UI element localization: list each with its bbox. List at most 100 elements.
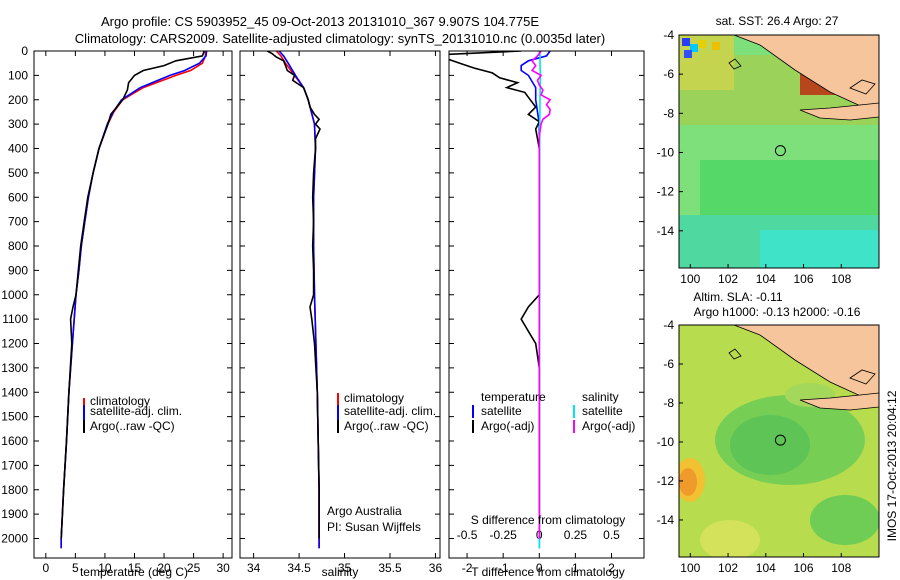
legend-climatology: climatology [344,391,404,405]
x-tick-label: 0 [536,561,543,575]
x-tick-label: 2 [608,561,615,575]
annotation-argo-australia: Argo Australia [327,504,402,518]
map-x-tick-label: 108 [831,561,851,575]
legend-s-satellite: satellite [582,404,623,418]
top-tick-label: 0.25 [564,528,588,542]
sla-map-ticks: 100 102 104 106 108 -4 -6 -8 -10 -12 -14 [657,318,852,575]
title-line-2: Climatology: CARS2009. Satellite-adjuste… [75,31,605,46]
x-tick-label: 34 [247,561,261,575]
map-x-tick-label: 100 [680,561,700,575]
legend-climatology: climatology [90,394,150,408]
map-x-tick-label: 104 [756,272,776,286]
y-tick-label: 1200 [1,337,28,351]
x-tick-label: 1 [572,561,579,575]
y-tick-label: 700 [8,215,28,229]
x-tick-label: 34.5 [287,561,311,575]
series-line [449,51,541,539]
map-x-tick-label: 108 [831,272,851,286]
x-tick-label: 30 [216,561,230,575]
top-tick-label: 0.5 [603,528,620,542]
sst-map-ticks: 100 102 104 106 108 -4 -6 -8 -10 -12 -14 [657,28,852,286]
legend-argo: Argo(..raw -QC) [344,419,429,433]
map-y-tick-label: -4 [663,28,674,42]
map-y-tick-label: -12 [657,474,675,488]
title-line-1: Argo profile: CS 5903952_45 09-Oct-2013 … [101,14,539,29]
sst-map: sat. SST: 26.4 Argo: 27 100 102 104 106 108 -… [657,14,880,286]
temperature-xlabel: temperature (deg C) [80,565,188,579]
map-y-tick-label: -8 [663,106,674,120]
y-tick-label: 600 [8,190,28,204]
legend-argo: Argo(..raw -QC) [90,419,175,433]
series-line [278,51,320,549]
map-y-tick-label: -12 [657,185,675,199]
difference-axis-ticks: -2 -1 0 1 2-0.5 -0.25 0 0.25 0.5 [449,50,644,575]
legend-salinity-title: salinity [582,390,619,404]
map-y-tick-label: -10 [657,435,675,449]
legend-s-argo: Argo(-adj) [582,419,635,433]
difference-lines [449,51,552,549]
y-tick-label: 1400 [1,385,28,399]
y-tick-label: 200 [8,93,28,107]
temperature-panel: 0 5 10 15 20 25 300100200300400500600700800900… [1,44,233,579]
x-tick-label: 35 [338,561,352,575]
map-y-tick-label: -14 [657,513,675,527]
sst-argo-marker [774,145,786,157]
x-tick-label: 0 [42,561,49,575]
y-tick-label: 400 [8,142,28,156]
x-tick-label: 25 [187,561,201,575]
x-tick-label: 5 [72,561,79,575]
series-line [60,51,205,539]
legend-satellite: satellite-adj. clim. [344,404,436,418]
series-line [530,51,552,539]
temperature-axis-ticks: 0 5 10 15 20 25 300100200300400500600700800900… [1,44,232,575]
x-tick-label: 36 [429,561,443,575]
y-tick-label: 500 [8,166,28,180]
legend-temperature-title: temperature [481,390,546,404]
salinity-panel: 34 34.5 35 35.5 36 salinity climatology sate… [239,50,443,579]
map-x-tick-label: 106 [794,561,814,575]
sst-map-frame [678,34,880,269]
x-tick-label: -2 [462,561,473,575]
salinity-xlabel: salinity [322,565,359,579]
sla-map-title-1: Altim. SLA: -0.11 [693,290,782,304]
difference-frame [448,50,645,559]
series-line [60,51,208,549]
imos-stamp: IMOS 17-Oct-2013 20:04:12 [885,390,899,541]
difference-top-xlabel: S difference from climatology [471,513,626,527]
map-x-tick-label: 102 [718,272,738,286]
x-tick-label: 10 [98,561,112,575]
x-tick-label: -1 [498,561,509,575]
map-x-tick-label: 104 [756,561,776,575]
temperature-legend: climatology satellite-adj. clim. Argo(..… [83,394,182,433]
x-tick-label: 20 [157,561,171,575]
annotation-pi: PI: Susan Wijffels [327,520,421,534]
map-y-tick-label: -6 [663,357,674,371]
y-tick-label: 1500 [1,410,28,424]
x-tick-label: 35.5 [378,561,402,575]
top-tick-label: -0.25 [489,528,517,542]
y-tick-label: 1900 [1,507,28,521]
sla-map-frame [678,324,880,558]
salinity-lines [266,51,321,549]
salinity-frame [239,50,441,559]
x-tick-label: 15 [128,561,142,575]
difference-panel: -2 -1 0 1 2-0.5 -0.25 0 0.25 0.5 T difference fr… [448,50,645,579]
map-x-tick-label: 106 [794,272,814,286]
map-y-tick-label: -4 [663,318,674,332]
y-tick-label: 0 [21,44,28,58]
map-x-tick-label: 100 [680,272,700,286]
salinity-legend: climatology satellite-adj. clim. Argo(..… [337,391,436,433]
y-tick-label: 900 [8,263,28,277]
y-tick-label: 1600 [1,434,28,448]
sla-argo-marker [774,434,786,446]
legend-t-satellite: satellite [481,404,522,418]
map-y-tick-label: -6 [663,67,674,81]
y-tick-label: 1100 [2,312,28,326]
sst-map-title: sat. SST: 26.4 Argo: 27 [716,14,839,28]
temperature-lines [60,51,208,549]
y-tick-label: 300 [8,117,28,131]
y-tick-label: 800 [8,239,28,253]
legend-t-argo: Argo(-adj) [481,419,534,433]
map-x-tick-label: 102 [718,561,738,575]
